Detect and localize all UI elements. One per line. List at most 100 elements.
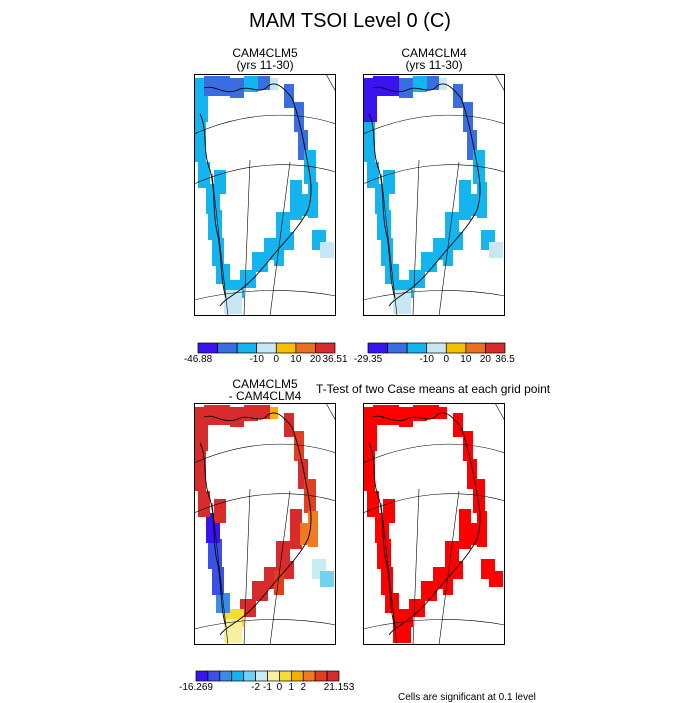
longitude-line — [269, 161, 291, 316]
longitude-line — [211, 502, 229, 645]
panel-cam4clm4 — [363, 74, 505, 316]
colorbar-cam4clm4: -29.35 -10 0 10 20 36.5 — [354, 341, 515, 365]
grid-cell — [383, 170, 395, 194]
coastline — [372, 412, 481, 636]
panel-cam4clm5 — [194, 74, 336, 316]
longitude-line — [325, 74, 336, 93]
grid-cell — [212, 238, 224, 266]
panel-difference — [194, 403, 336, 645]
grid-cell — [443, 571, 453, 595]
grid-cell — [274, 242, 284, 266]
colorbar-cam4clm5: -46.88 -10 0 10 20 36.51 — [184, 341, 348, 365]
grid-cell — [459, 509, 471, 549]
grid-cell — [381, 567, 393, 595]
grid-cell — [298, 130, 308, 160]
colorbar-tick-label: 36.5 — [495, 354, 515, 365]
grid-cell — [284, 561, 294, 579]
grid-cell — [198, 162, 210, 188]
grid-cell — [393, 290, 411, 314]
grid-cell — [252, 581, 268, 601]
longitude-line — [325, 403, 336, 422]
grid-cell — [214, 499, 226, 523]
latitude-line — [194, 290, 336, 301]
longitude-line — [494, 74, 505, 93]
panel1-title-line1: CAM4CLM5 — [232, 46, 298, 60]
grid-cell — [300, 194, 308, 216]
grid-cell — [489, 242, 503, 258]
panel2-title: CAM4CLM4 (yrs 11-30) — [354, 47, 514, 71]
colorbar-tick-label: -46.88 — [183, 354, 213, 365]
colorbar-tick-label: 10 — [460, 354, 472, 365]
grid-cell — [367, 162, 379, 188]
colorbar-swatch — [367, 342, 388, 354]
panel3-title: CAM4CLM5 - CAM4CLM4 — [185, 378, 345, 402]
colorbar-tick-label: 0 — [443, 354, 450, 365]
grid-cell — [453, 232, 463, 250]
grid-cell — [204, 76, 230, 96]
grid-cell — [469, 523, 477, 545]
grid-cell — [421, 581, 437, 601]
colorbar-tick-label: 10 — [290, 354, 302, 365]
longitude-line — [243, 159, 251, 316]
grid-cell — [459, 180, 471, 220]
colorbar-swatch — [426, 342, 447, 354]
grid-cell — [463, 102, 473, 132]
latitude-line — [363, 493, 505, 514]
colorbar-swatch — [314, 670, 328, 682]
latitude-line — [363, 164, 505, 185]
p2-map — [363, 74, 505, 316]
panel2-title-line1: CAM4CLM4 — [401, 46, 467, 60]
grid-cell — [194, 451, 206, 491]
grid-cell — [463, 431, 473, 461]
grid-cell — [194, 122, 206, 162]
colorbar-swatch — [219, 670, 233, 682]
colorbar-tick-label: 2 — [300, 682, 307, 693]
colorbar-swatch — [217, 342, 238, 354]
panel-ttest — [363, 403, 505, 645]
longitude-line — [211, 173, 229, 316]
colorbar-tick-label: -1 — [263, 682, 272, 693]
colorbar-swatch — [485, 342, 506, 354]
longitude-line — [412, 488, 420, 645]
colorbar-swatch — [326, 670, 340, 682]
colorbar-swatch — [406, 342, 428, 354]
grid-cell — [453, 84, 463, 108]
grid-cell — [363, 122, 375, 162]
grid-cell — [224, 290, 242, 314]
coastline — [199, 113, 227, 299]
grid-cell — [373, 405, 399, 425]
grid-cell — [244, 76, 258, 92]
grid-cell — [477, 511, 487, 547]
colorbar-swatch — [465, 342, 486, 354]
longitude-line — [269, 490, 291, 645]
colorbar-swatch — [387, 342, 408, 354]
latitude-line — [363, 114, 505, 135]
colorbar-tick-label: 20 — [309, 354, 321, 365]
lb1-swatches — [197, 342, 336, 354]
grid-cell — [467, 130, 477, 160]
grid-cell — [212, 567, 224, 595]
panel3-title-line1: CAM4CLM5 — [232, 377, 298, 391]
grid-cell — [427, 76, 439, 90]
grid-cell — [489, 571, 503, 587]
colorbar-swatch — [195, 670, 209, 682]
colorbar-tick-label: 21.153 — [323, 682, 355, 693]
significance-note: Cells are significant at 0.1 level — [398, 692, 536, 703]
longitude-line — [412, 159, 420, 316]
longitude-line — [380, 502, 398, 645]
grid-cell — [258, 76, 270, 90]
grid-cell — [284, 84, 294, 108]
coastline — [372, 83, 481, 307]
grid-cell — [214, 170, 226, 194]
grid-cell — [399, 78, 413, 98]
colorbar-tick-label: 36.51 — [322, 354, 348, 365]
grid-cell — [443, 242, 453, 266]
colorbar-swatch — [290, 670, 304, 682]
grid-cell — [284, 232, 294, 250]
grid-cell — [363, 451, 375, 491]
latitude-line — [194, 443, 336, 464]
latitude-line — [194, 619, 336, 630]
colorbar-swatch — [279, 670, 292, 682]
p4-map — [363, 403, 505, 645]
grid-cell — [381, 238, 393, 266]
